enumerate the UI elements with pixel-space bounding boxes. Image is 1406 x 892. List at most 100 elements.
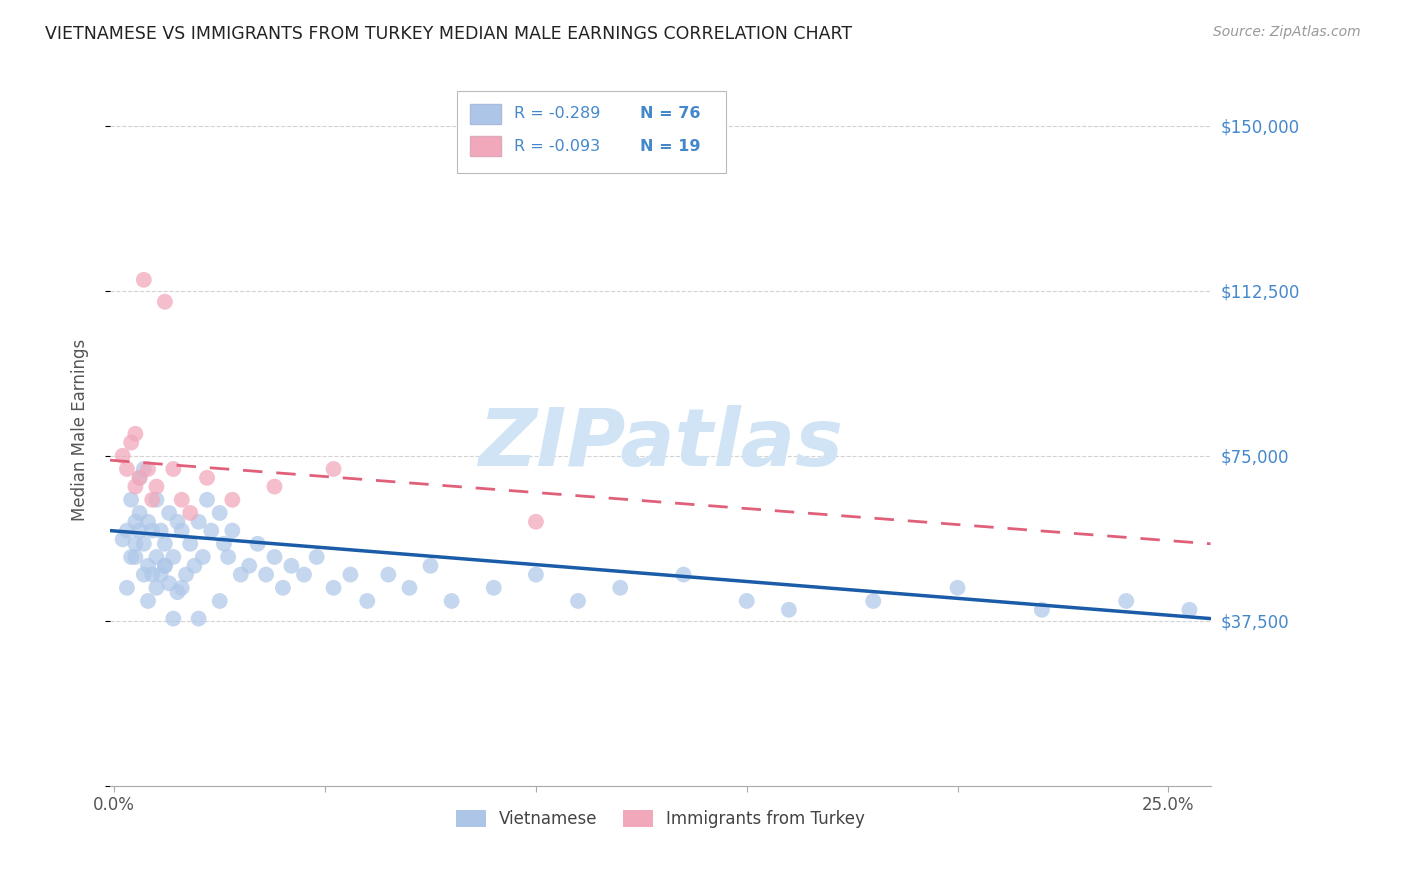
Point bbox=[567, 594, 589, 608]
Point bbox=[166, 515, 188, 529]
Point bbox=[1031, 603, 1053, 617]
Point bbox=[136, 515, 159, 529]
Legend: Vietnamese, Immigrants from Turkey: Vietnamese, Immigrants from Turkey bbox=[449, 803, 872, 835]
Point bbox=[440, 594, 463, 608]
Point bbox=[292, 567, 315, 582]
Point bbox=[524, 567, 547, 582]
Point bbox=[246, 537, 269, 551]
Point bbox=[398, 581, 420, 595]
Point bbox=[208, 506, 231, 520]
Point bbox=[200, 524, 222, 538]
Point bbox=[162, 462, 184, 476]
Point bbox=[419, 558, 441, 573]
Point bbox=[263, 479, 285, 493]
Point bbox=[136, 558, 159, 573]
Point bbox=[482, 581, 505, 595]
Point bbox=[145, 581, 167, 595]
Point bbox=[166, 585, 188, 599]
Point bbox=[221, 492, 243, 507]
Point bbox=[128, 471, 150, 485]
Point bbox=[115, 462, 138, 476]
Point bbox=[111, 449, 134, 463]
Text: ZIPatlas: ZIPatlas bbox=[478, 405, 842, 483]
Point bbox=[149, 524, 172, 538]
Y-axis label: Median Male Earnings: Median Male Earnings bbox=[72, 338, 89, 521]
Point bbox=[153, 558, 176, 573]
Point bbox=[179, 537, 201, 551]
FancyBboxPatch shape bbox=[470, 136, 501, 156]
FancyBboxPatch shape bbox=[457, 91, 727, 173]
Point bbox=[120, 492, 142, 507]
Point bbox=[356, 594, 378, 608]
FancyBboxPatch shape bbox=[470, 103, 501, 124]
Point bbox=[263, 549, 285, 564]
Point bbox=[120, 549, 142, 564]
Point bbox=[170, 524, 193, 538]
Point bbox=[229, 567, 252, 582]
Point bbox=[305, 549, 328, 564]
Point bbox=[238, 558, 260, 573]
Point bbox=[120, 435, 142, 450]
Text: N = 19: N = 19 bbox=[641, 139, 702, 154]
Point bbox=[132, 273, 155, 287]
Point bbox=[153, 294, 176, 309]
Text: R = -0.093: R = -0.093 bbox=[515, 139, 600, 154]
Text: R = -0.289: R = -0.289 bbox=[515, 106, 600, 121]
Point bbox=[946, 581, 969, 595]
Point bbox=[1178, 603, 1201, 617]
Point bbox=[221, 524, 243, 538]
Point bbox=[179, 506, 201, 520]
Point bbox=[212, 537, 235, 551]
Point bbox=[1115, 594, 1137, 608]
Point bbox=[157, 576, 180, 591]
Point bbox=[124, 549, 146, 564]
Point bbox=[339, 567, 361, 582]
Point bbox=[322, 462, 344, 476]
Point bbox=[145, 492, 167, 507]
Point bbox=[128, 471, 150, 485]
Point bbox=[141, 567, 163, 582]
Point bbox=[124, 515, 146, 529]
Point bbox=[195, 492, 218, 507]
Point bbox=[280, 558, 302, 573]
Point bbox=[217, 549, 239, 564]
Point bbox=[609, 581, 631, 595]
Point bbox=[191, 549, 214, 564]
Point bbox=[377, 567, 399, 582]
Point bbox=[132, 462, 155, 476]
Point bbox=[778, 603, 800, 617]
Point bbox=[271, 581, 294, 595]
Text: N = 76: N = 76 bbox=[641, 106, 702, 121]
Point bbox=[136, 462, 159, 476]
Point bbox=[254, 567, 277, 582]
Point bbox=[672, 567, 695, 582]
Point bbox=[149, 567, 172, 582]
Point bbox=[136, 594, 159, 608]
Point bbox=[862, 594, 884, 608]
Point bbox=[153, 558, 176, 573]
Point bbox=[322, 581, 344, 595]
Point bbox=[187, 611, 209, 625]
Point bbox=[735, 594, 758, 608]
Point bbox=[111, 533, 134, 547]
Text: Source: ZipAtlas.com: Source: ZipAtlas.com bbox=[1213, 25, 1361, 39]
Point bbox=[174, 567, 197, 582]
Point bbox=[208, 594, 231, 608]
Point bbox=[124, 537, 146, 551]
Point bbox=[524, 515, 547, 529]
Point bbox=[115, 581, 138, 595]
Text: VIETNAMESE VS IMMIGRANTS FROM TURKEY MEDIAN MALE EARNINGS CORRELATION CHART: VIETNAMESE VS IMMIGRANTS FROM TURKEY MED… bbox=[45, 25, 852, 43]
Point bbox=[162, 549, 184, 564]
Point bbox=[162, 611, 184, 625]
Point bbox=[128, 506, 150, 520]
Point bbox=[124, 426, 146, 441]
Point bbox=[128, 524, 150, 538]
Point bbox=[183, 558, 205, 573]
Point bbox=[170, 581, 193, 595]
Point bbox=[187, 515, 209, 529]
Point bbox=[195, 471, 218, 485]
Point bbox=[115, 524, 138, 538]
Point bbox=[141, 524, 163, 538]
Point bbox=[124, 479, 146, 493]
Point bbox=[145, 479, 167, 493]
